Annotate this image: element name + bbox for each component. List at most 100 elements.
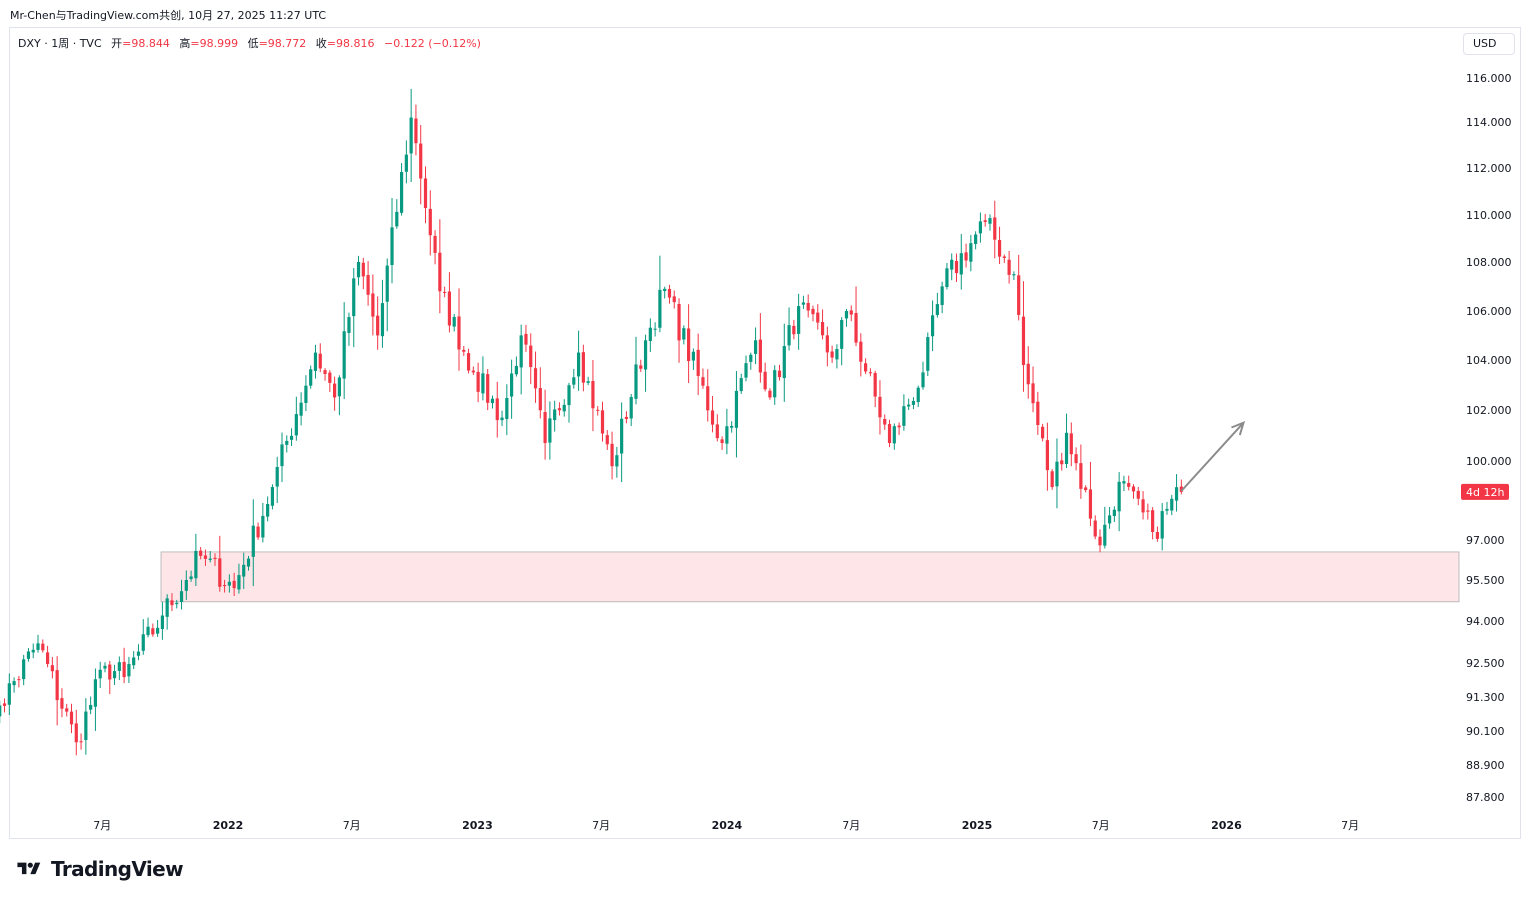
candle-body — [734, 390, 739, 428]
price-tick-label: 97.000 — [1466, 534, 1505, 547]
candle — [476, 362, 480, 403]
candle-body — [318, 353, 322, 369]
candle — [500, 410, 504, 427]
candle-body — [60, 698, 64, 709]
candle — [883, 414, 887, 430]
candle-body — [304, 385, 308, 403]
candle-body — [701, 377, 705, 386]
candle — [1036, 391, 1040, 435]
candle-body — [199, 550, 203, 556]
candle-body — [954, 260, 959, 274]
candle-body — [1136, 490, 1140, 499]
projection-arrow-head — [1231, 420, 1246, 436]
candle — [222, 579, 227, 593]
candle-body — [1117, 481, 1121, 512]
candle — [801, 295, 806, 309]
tradingview-logo-icon — [17, 862, 41, 875]
candle — [667, 284, 672, 304]
candle — [921, 361, 925, 390]
candle-body — [127, 663, 131, 677]
currency-button[interactable]: USD — [1463, 33, 1515, 55]
candle — [902, 394, 906, 431]
candle — [653, 322, 657, 337]
candle-body — [624, 416, 629, 419]
candle — [782, 323, 786, 402]
candle-body — [773, 370, 777, 398]
candle — [844, 308, 849, 327]
candle — [663, 286, 667, 299]
candle-body — [218, 558, 222, 587]
candle — [347, 312, 351, 346]
candle — [112, 664, 117, 686]
candle-body — [768, 390, 772, 398]
candle-body — [514, 365, 518, 375]
candle — [993, 200, 997, 259]
candle — [581, 344, 585, 392]
candle-body — [926, 337, 930, 371]
open-value: =98.844 — [122, 37, 170, 50]
candle — [385, 258, 389, 332]
price-tick-label: 91.300 — [1466, 691, 1505, 704]
candle-body — [1055, 461, 1059, 487]
candle-body — [615, 455, 619, 467]
tradingview-logo[interactable]: TradingView — [11, 856, 184, 882]
candle — [36, 634, 40, 653]
candle-body — [610, 443, 614, 467]
candle — [1170, 494, 1174, 516]
candle — [26, 648, 31, 662]
candle-body — [797, 306, 801, 334]
candle-body — [299, 402, 303, 416]
candle-body — [1179, 486, 1183, 492]
candle-body — [883, 419, 887, 425]
candle — [773, 365, 777, 405]
candle-body — [1060, 460, 1064, 465]
candle-body — [1127, 483, 1131, 487]
candle — [830, 345, 834, 363]
candle-body — [691, 351, 695, 361]
candle — [940, 281, 944, 314]
candle-body — [1141, 499, 1145, 513]
candle — [768, 388, 772, 400]
support-zone-layer — [160, 551, 1460, 603]
candle — [672, 290, 676, 309]
candle-body — [911, 400, 916, 405]
candle-body — [41, 643, 45, 651]
candle — [1136, 487, 1140, 506]
candle-body — [352, 278, 356, 317]
candle — [304, 375, 308, 412]
symbol-label[interactable]: DXY · 1周 · TVC — [18, 37, 102, 50]
candle — [309, 365, 313, 389]
candle-body — [1103, 524, 1107, 546]
price-tick-label: 94.000 — [1466, 615, 1505, 628]
candle — [45, 645, 50, 668]
candle-body — [376, 315, 380, 336]
candle — [60, 688, 64, 718]
candle-body — [1165, 508, 1169, 511]
candle — [179, 579, 184, 610]
price-tick-label: 114.000 — [1466, 116, 1512, 129]
candle — [820, 309, 825, 340]
candle-body — [294, 414, 298, 436]
candle-body — [548, 418, 552, 443]
candle — [859, 333, 863, 377]
candle — [878, 380, 882, 435]
candle-body — [1031, 383, 1035, 404]
candle — [285, 435, 289, 453]
candle-body — [835, 349, 839, 360]
candle — [108, 660, 112, 695]
candle — [978, 212, 983, 243]
candle — [251, 499, 255, 587]
candle-body — [553, 409, 557, 421]
candle-body — [840, 319, 844, 349]
candle-body — [605, 435, 609, 445]
candle — [428, 190, 432, 256]
candle-body — [419, 143, 423, 179]
candle-body — [820, 322, 825, 336]
candle — [7, 673, 11, 716]
candle-body — [409, 117, 413, 154]
candle — [725, 408, 729, 455]
candle-body — [275, 466, 279, 487]
candle-body — [89, 704, 93, 710]
candle-body — [251, 525, 255, 557]
